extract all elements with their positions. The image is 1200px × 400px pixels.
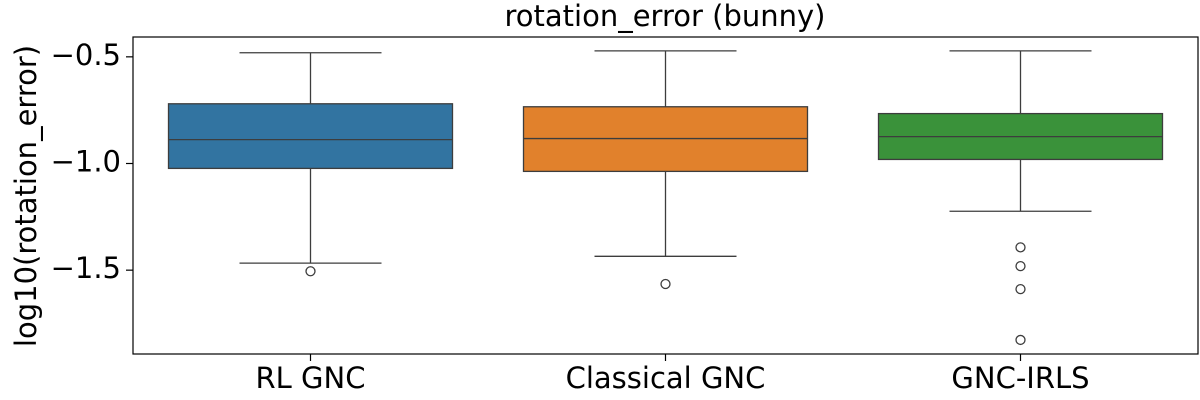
outlier — [1015, 260, 1026, 272]
chart-title: rotation_error (bunny) — [505, 0, 826, 33]
x-tick-label: Classical GNC — [566, 361, 766, 395]
outlier — [660, 278, 671, 290]
y-tick-label: −0.5 — [51, 38, 121, 72]
box — [167, 103, 454, 170]
y-axis-label: log10(rotation_error) — [9, 45, 43, 347]
outlier — [1015, 242, 1026, 253]
x-tick-label: RL GNC — [256, 361, 366, 395]
x-tick-label: GNC-IRLS — [951, 361, 1089, 395]
outlier — [1015, 334, 1026, 346]
y-tick-label: −1.0 — [51, 145, 121, 179]
outlier — [1015, 283, 1026, 295]
outlier — [305, 266, 316, 277]
plot-frame — [132, 36, 1199, 355]
y-tick-label: −1.5 — [51, 251, 121, 285]
